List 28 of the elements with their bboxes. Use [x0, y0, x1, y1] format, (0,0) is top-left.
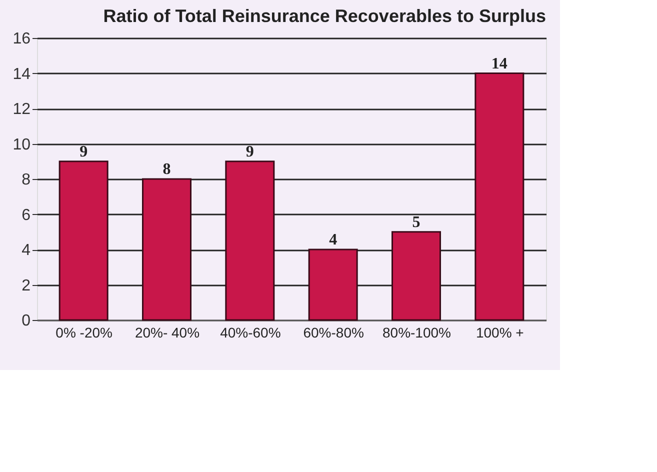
bar — [58, 160, 108, 321]
y-tick-label: 10 — [12, 136, 31, 154]
bar — [308, 248, 358, 321]
y-tick-label: 14 — [12, 66, 31, 83]
y-tick-label: 0 — [22, 312, 31, 330]
y-tick-label: 8 — [22, 172, 31, 188]
y-tick-label: 4 — [22, 242, 31, 259]
bar — [225, 160, 275, 321]
bar — [392, 231, 441, 321]
y-tick-label: 16 — [12, 30, 31, 48]
data-label: 9 — [80, 143, 88, 160]
y-tick-label: 2 — [22, 277, 31, 294]
chart-title: Ratio of Total Reinsurance Recoverables to Surplus — [103, 6, 546, 26]
data-label: 14 — [491, 55, 508, 72]
data-label: 9 — [246, 143, 254, 160]
bar — [474, 72, 524, 321]
x-tick-label: 100% + — [476, 324, 524, 340]
x-tick-label: 80%-100% — [382, 324, 451, 340]
x-tick-label: 60%-80% — [303, 324, 364, 340]
x-tick-label: 20%- 40% — [134, 324, 200, 340]
data-label: 4 — [329, 232, 338, 248]
y-tick-label: 12 — [12, 101, 31, 118]
x-tick-label: 40%-60% — [220, 324, 281, 340]
x-tick-label: 0% -20% — [56, 324, 112, 340]
y-tick-label: 6 — [22, 206, 31, 224]
bar — [142, 178, 192, 321]
data-label: 5 — [412, 214, 420, 231]
data-label: 8 — [162, 161, 171, 178]
